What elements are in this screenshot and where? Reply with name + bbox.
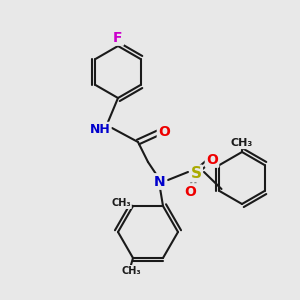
- Text: O: O: [206, 152, 218, 167]
- Text: S: S: [190, 166, 202, 181]
- Text: CH₃: CH₃: [231, 138, 253, 148]
- Text: NH: NH: [90, 123, 110, 136]
- Text: O: O: [184, 184, 196, 199]
- Text: CH₃: CH₃: [121, 266, 141, 276]
- Text: N: N: [154, 175, 166, 188]
- Text: F: F: [113, 31, 123, 44]
- Text: O: O: [158, 124, 170, 139]
- Text: CH₃: CH₃: [111, 198, 131, 208]
